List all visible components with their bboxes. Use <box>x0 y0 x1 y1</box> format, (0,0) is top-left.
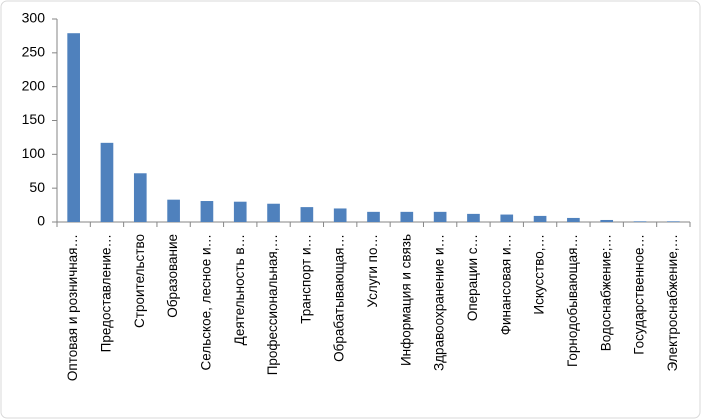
bar <box>233 201 247 222</box>
bar <box>100 142 114 222</box>
x-tick-label: Обрабатывающая… <box>332 234 347 362</box>
bar <box>667 221 680 222</box>
y-tick-label: 200 <box>22 77 46 93</box>
bar <box>633 221 647 222</box>
bar <box>300 207 314 222</box>
x-tick-label: Предоставление… <box>99 234 114 352</box>
x-tick-label: Услуги по… <box>365 234 380 308</box>
x-tick-label: Профессиональная,… <box>265 234 280 375</box>
bar <box>200 201 214 222</box>
y-tick-label: 100 <box>22 145 46 161</box>
y-tick-label: 250 <box>22 44 46 60</box>
x-tick-label: Искусство,… <box>532 234 547 315</box>
x-tick-label: Финансовая и… <box>498 234 513 335</box>
bar <box>433 211 447 222</box>
x-tick-label: Деятельность в… <box>232 234 247 345</box>
bar <box>267 203 280 222</box>
bar <box>367 211 380 222</box>
x-tick-label: Операции с… <box>465 234 480 321</box>
bar <box>67 33 80 223</box>
x-tick-label: Оптовая и розничная… <box>65 234 80 381</box>
bar <box>400 211 414 222</box>
x-tick-label: Электроснабжение,… <box>665 234 680 372</box>
bar <box>133 173 147 222</box>
x-tick-label: Информация и связь <box>398 234 413 366</box>
bar <box>467 213 480 222</box>
x-tick-label: Транспорт и… <box>298 234 313 324</box>
y-tick-label: 150 <box>22 111 46 127</box>
bar <box>533 215 547 222</box>
bar <box>500 214 514 222</box>
bar <box>567 217 580 222</box>
x-tick-label: Строительство <box>132 234 147 328</box>
bar <box>600 219 614 222</box>
x-tick-label: Государственное… <box>632 234 647 355</box>
bar <box>167 199 180 222</box>
y-tick-label: 50 <box>29 179 45 195</box>
x-tick-label: Образование <box>165 234 180 318</box>
bar <box>333 208 347 222</box>
x-tick-label: Водоснабжение;… <box>598 234 613 351</box>
x-tick-label: Сельское, лесное и… <box>198 234 213 370</box>
x-tick-label: Горнодобывающая… <box>565 234 580 367</box>
x-tick-label: Здравоохранение и… <box>432 234 447 371</box>
y-tick-label: 0 <box>37 213 45 229</box>
y-tick-label: 300 <box>22 10 46 26</box>
